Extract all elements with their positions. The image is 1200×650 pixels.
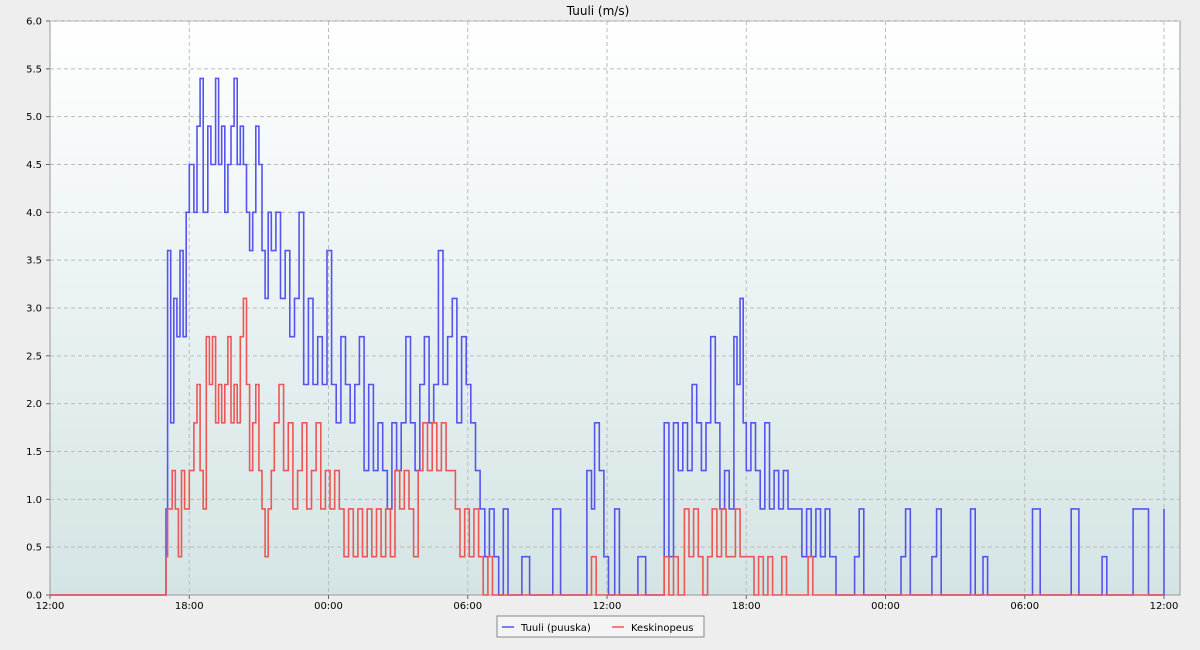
- y-tick-label: 3.5: [26, 256, 42, 267]
- y-tick-label: 1.0: [26, 495, 42, 506]
- x-tick-label: 12:00: [593, 601, 622, 612]
- legend: Tuuli (puuska) Keskinopeus: [496, 615, 705, 638]
- x-tick-label: 12:00: [36, 601, 65, 612]
- grid-lines: [50, 20, 1180, 595]
- y-tick-label: 6.0: [26, 17, 42, 28]
- y-tick-label: 1.5: [26, 447, 42, 458]
- series-layer: [50, 77, 1165, 596]
- legend-entry: Keskinopeus: [631, 623, 694, 634]
- y-tick-label: 3.0: [26, 304, 42, 315]
- x-tick-label: 00:00: [871, 601, 900, 612]
- legend-entry: Tuuli (puuska): [520, 623, 591, 634]
- x-tick-label: 18:00: [175, 601, 204, 612]
- y-tick-label: 4.5: [26, 160, 42, 171]
- axes: 0.0 0.5 1.0 1.5 2.0 2.5 3.0 3.5 4.0 4.5 5.0 5.5 6.0 1…: [26, 17, 1178, 613]
- series-line-1: [50, 77, 1165, 596]
- x-tick-label: 06:00: [453, 601, 482, 612]
- legend-box: [496, 615, 705, 638]
- x-tick-label: 00:00: [314, 601, 343, 612]
- y-tick-label: 0.5: [26, 543, 42, 554]
- y-tick-label: 4.0: [26, 208, 42, 219]
- series-line-2: [50, 297, 1164, 596]
- y-tick-label: 0.0: [26, 591, 42, 602]
- x-tick-label: 06:00: [1010, 601, 1039, 612]
- x-tick-label: 18:00: [732, 601, 761, 612]
- y-tick-label: 2.0: [26, 399, 42, 410]
- x-tick-label: 12:00: [1150, 601, 1179, 612]
- chart-title: Tuuli (m/s): [566, 4, 630, 18]
- y-tick-label: 5.5: [26, 64, 42, 75]
- y-tick-label: 5.0: [26, 112, 42, 123]
- y-tick-label: 2.5: [26, 351, 42, 362]
